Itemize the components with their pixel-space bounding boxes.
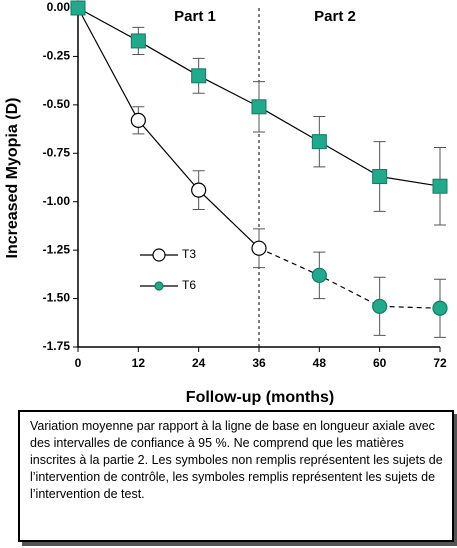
marker <box>191 68 207 84</box>
annotation: Part 1 <box>174 8 216 25</box>
legend-label: T6 <box>182 278 196 292</box>
chart: Part 1 Part 2 Follow-up (months) Increas… <box>4 0 448 405</box>
marker <box>372 298 388 314</box>
x-tick-label: 48 <box>313 356 327 370</box>
y-tick-label: 0.00 <box>47 0 71 14</box>
marker <box>251 99 267 115</box>
marker <box>432 178 448 194</box>
x-tick-label: 24 <box>192 356 206 370</box>
legend-label: T3 <box>182 247 196 261</box>
series-line <box>258 247 441 309</box>
marker <box>70 0 86 16</box>
y-tick-label: -1.75 <box>43 339 71 353</box>
marker <box>251 240 267 256</box>
annotation: Part 2 <box>314 8 356 25</box>
caption: Variation moyenne par rapport à la ligne… <box>18 410 454 542</box>
y-axis-label: Increased Myopia (D) <box>4 98 21 259</box>
y-tick-label: -0.50 <box>43 97 71 111</box>
x-axis-label: Follow-up (months) <box>186 389 334 405</box>
marker <box>130 112 146 128</box>
y-tick-label: -1.00 <box>43 194 71 208</box>
marker <box>130 33 146 49</box>
x-tick-label: 12 <box>132 356 146 370</box>
x-tick-label: 36 <box>252 356 266 370</box>
y-tick-label: -1.25 <box>43 242 71 256</box>
x-tick-label: 0 <box>75 356 82 370</box>
y-tick-label: -0.25 <box>43 49 71 63</box>
legend-marker <box>152 248 166 262</box>
y-tick-label: -1.50 <box>43 291 71 305</box>
marker <box>191 182 207 198</box>
marker <box>311 267 327 283</box>
x-tick-label: 72 <box>433 356 447 370</box>
series-line <box>77 7 260 249</box>
y-tick-label: -0.75 <box>43 145 71 159</box>
marker <box>432 300 448 316</box>
marker <box>372 169 388 185</box>
marker <box>311 134 327 150</box>
legend-marker <box>154 281 164 291</box>
x-tick-label: 60 <box>373 356 387 370</box>
